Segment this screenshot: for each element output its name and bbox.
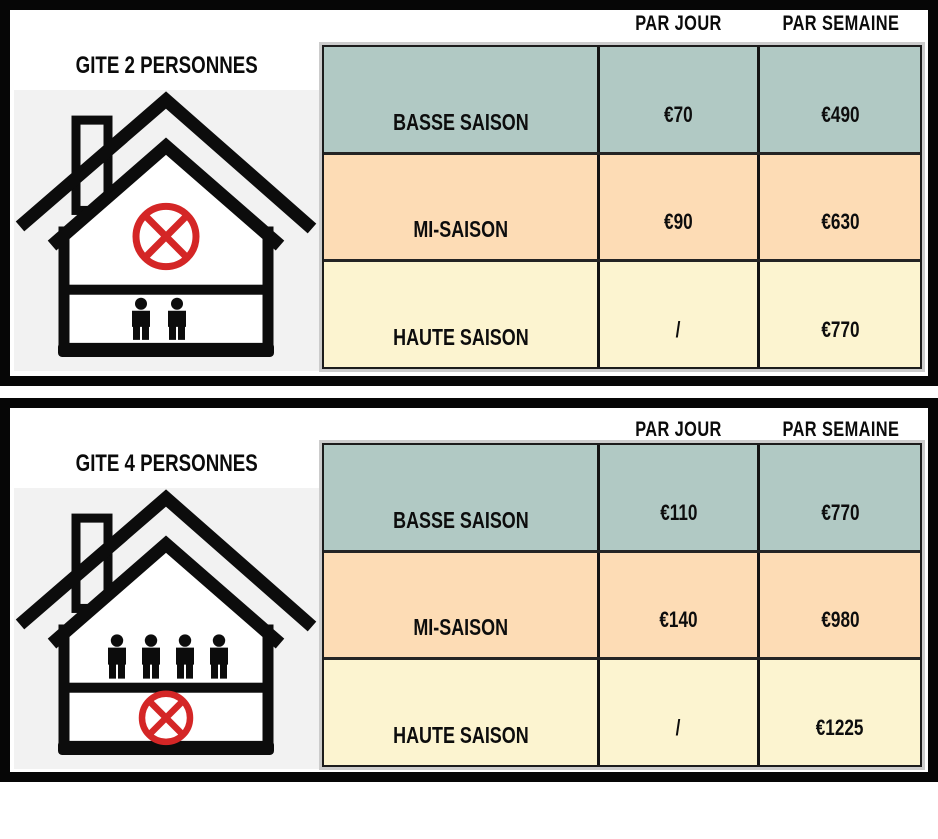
season-label: MI-SAISON <box>324 154 600 260</box>
price-per-day: €140 <box>600 552 760 658</box>
table-row-basse-saison: BASSE SAISON €70 €490 <box>324 47 920 155</box>
table-row-haute-saison: HAUTE SAISON / €770 <box>324 262 920 368</box>
table-row-mi-saison: MI-SAISON €90 €630 <box>324 154 920 263</box>
person-icon <box>176 634 194 679</box>
person-icon <box>142 634 160 679</box>
four-persons-icon <box>108 634 228 679</box>
column-header-par-jour: PAR JOUR <box>634 418 722 441</box>
price-per-week: €770 <box>820 499 860 525</box>
price-table: BASSE SAISON €70 €490 MI-SAISON €90 €630… <box>322 45 922 369</box>
price-per-day: / <box>600 660 760 766</box>
column-header-par-jour: PAR JOUR <box>634 12 722 35</box>
house-illustration <box>14 488 319 769</box>
house-4-persons-icon <box>15 489 317 755</box>
season-label: HAUTE SAISON <box>324 262 600 368</box>
season-label: HAUTE SAISON <box>324 660 600 766</box>
price-per-day: €110 <box>600 445 760 550</box>
table-row-basse-saison: BASSE SAISON €110 €770 <box>324 445 920 553</box>
price-per-week: €630 <box>820 209 860 235</box>
price-per-week: €980 <box>820 607 860 633</box>
price-per-week: €490 <box>820 101 860 127</box>
person-icon <box>210 634 228 679</box>
price-per-day: / <box>600 262 760 368</box>
season-label: BASSE SAISON <box>324 47 600 152</box>
table-row-mi-saison: MI-SAISON €140 €980 <box>324 552 920 661</box>
no-sign-icon <box>138 690 194 746</box>
column-header-par-semaine: PAR SEMAINE <box>782 12 900 35</box>
no-sign-icon <box>132 202 200 271</box>
season-label: BASSE SAISON <box>324 445 600 550</box>
price-per-week: €770 <box>820 317 860 343</box>
price-per-day: €90 <box>600 154 760 260</box>
two-persons-icon <box>132 297 186 340</box>
house-illustration <box>14 90 319 371</box>
price-per-day: €70 <box>600 47 760 152</box>
panel-title: GITE 4 PERSONNES <box>75 450 258 477</box>
season-label: MI-SAISON <box>324 552 600 658</box>
person-icon <box>132 297 150 340</box>
table-row-haute-saison: HAUTE SAISON / €1225 <box>324 660 920 766</box>
column-header-par-semaine: PAR SEMAINE <box>782 418 900 441</box>
gite-2-personnes-panel: PAR JOUR PAR SEMAINE GITE 2 PERSONNES <box>0 0 938 386</box>
person-icon <box>168 297 186 340</box>
gite-4-personnes-panel: PAR JOUR PAR SEMAINE GITE 4 PERSONNES <box>0 398 938 782</box>
price-per-week: €1225 <box>816 715 864 741</box>
person-icon <box>108 634 126 679</box>
panel-title: GITE 2 PERSONNES <box>75 52 258 79</box>
price-table: BASSE SAISON €110 €770 MI-SAISON €140 €9… <box>322 443 922 767</box>
house-2-persons-icon <box>15 91 317 357</box>
